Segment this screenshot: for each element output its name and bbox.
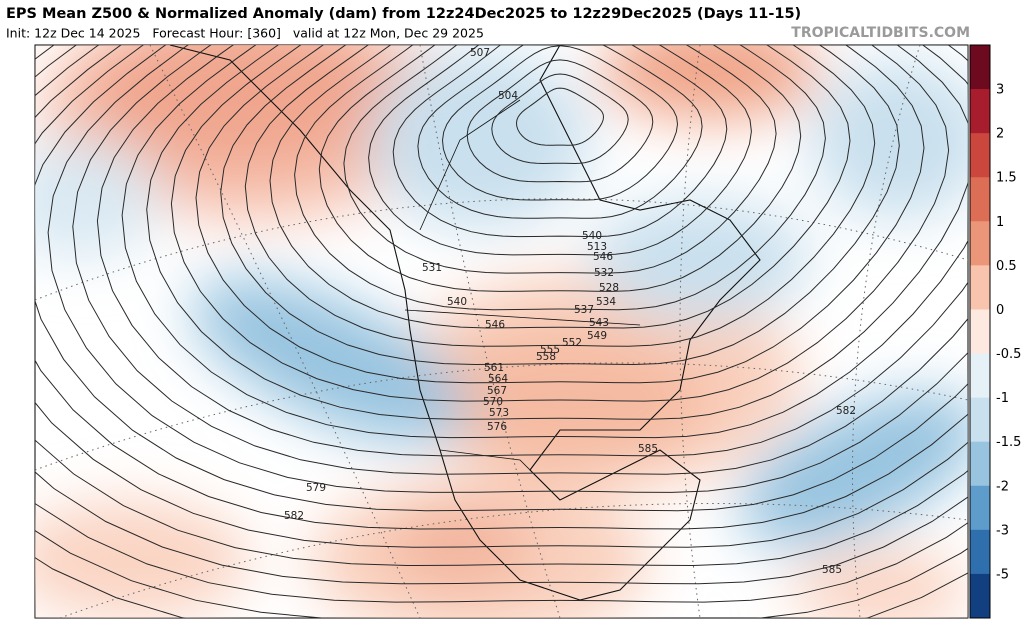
colorbar-segment <box>970 177 990 222</box>
colorbar-segment <box>970 221 990 266</box>
contour-label: 540 <box>582 230 602 242</box>
contour-line <box>269 45 851 329</box>
contour-line <box>368 45 752 256</box>
colorbar-segment <box>970 485 990 531</box>
colorbar-label: 2 <box>996 127 1004 142</box>
colorbar-label: -2 <box>996 479 1009 494</box>
contour-line <box>35 45 968 548</box>
contour-label: 582 <box>836 405 856 417</box>
contour-label: 534 <box>596 296 616 308</box>
contour-label: 540 <box>447 296 467 308</box>
contour-line <box>35 45 968 530</box>
contour-line <box>146 45 968 420</box>
colorbar-segment <box>970 353 990 399</box>
colorbar-label: -1.5 <box>996 435 1021 450</box>
contour-line <box>392 45 728 238</box>
contour-label: 513 <box>587 241 607 253</box>
contour-label: 582 <box>284 510 304 522</box>
contour-label: 552 <box>562 337 582 349</box>
colorbar-label: -3 <box>996 523 1009 538</box>
contour-line <box>466 59 654 183</box>
contour-label: 543 <box>589 317 609 329</box>
colorbar-label: 0 <box>996 303 1004 318</box>
contour-label: 576 <box>487 421 507 433</box>
contour-line <box>96 45 968 457</box>
contour-label: 549 <box>587 330 607 342</box>
colorbar-segment <box>970 529 990 575</box>
contour-label: 579 <box>306 482 326 494</box>
contour-line <box>121 45 968 439</box>
colorbar-segment <box>970 89 990 134</box>
title: EPS Mean Z500 & Normalized Anomaly (dam)… <box>6 6 801 22</box>
contour-line <box>72 45 968 475</box>
colorbar-segment <box>970 397 990 443</box>
contour-line <box>170 45 950 402</box>
colorbar-segment <box>970 265 990 310</box>
contour-line <box>35 45 968 512</box>
borders <box>404 99 641 501</box>
contour-label: 504 <box>498 90 518 102</box>
contour-label: 531 <box>422 262 442 274</box>
colorbar-label: 3 <box>996 83 1004 98</box>
contour-line <box>35 45 968 603</box>
colorbar-segment <box>970 573 990 619</box>
contour-line <box>195 45 925 384</box>
contour-label: 546 <box>485 319 505 331</box>
contour-line <box>35 530 968 618</box>
contour-label: 558 <box>536 351 556 363</box>
contour-line <box>220 45 900 366</box>
contour-label: 546 <box>593 251 613 263</box>
coastline <box>169 45 761 601</box>
colorbar-segment <box>970 133 990 178</box>
contour-line <box>491 73 629 165</box>
contour-label: 555 <box>540 344 560 356</box>
colorbar-label: -0.5 <box>996 347 1021 362</box>
contour-line <box>343 45 777 274</box>
contour-label: 570 <box>483 396 503 408</box>
brand: TROPICALTIDBITS.COM <box>791 25 970 41</box>
colorbar: 3 2 1.5 1 0.5 0 -0.5 -1 -1.5 -2 -3 -5 <box>969 44 1021 619</box>
contour-label: 537 <box>574 304 594 316</box>
contour-label: 507 <box>470 47 490 59</box>
contour-line <box>318 45 802 292</box>
contour-line <box>35 45 968 585</box>
contour-label: 585 <box>638 443 658 455</box>
contour-line <box>244 45 876 347</box>
colorbar-label: 0.5 <box>996 259 1017 274</box>
contour-label: 585 <box>822 564 842 576</box>
colorbar-segment <box>970 309 990 355</box>
subtitle: Init: 12z Dec 14 2025 Forecast Hour: [36… <box>6 26 484 41</box>
contour-line <box>294 45 826 311</box>
colorbar-frame <box>969 44 991 619</box>
colorbar-label: 1 <box>996 215 1004 230</box>
colorbar-label: 1.5 <box>996 171 1017 186</box>
colorbar-label: -1 <box>996 391 1009 406</box>
contour-line <box>47 45 968 493</box>
contour-line <box>417 45 703 219</box>
colorbar-segment <box>970 45 990 90</box>
contour-label: 528 <box>599 282 619 294</box>
contour-label: 564 <box>488 373 508 385</box>
contour-line <box>441 45 679 201</box>
colorbar-segment <box>970 441 990 487</box>
contour-label: 561 <box>484 362 504 374</box>
colorbar-label: -5 <box>996 567 1009 582</box>
contour-line <box>515 87 605 146</box>
contour-label: 567 <box>487 385 507 397</box>
contour-labels: 5075045405135465325285345375435495525555… <box>284 47 856 576</box>
contour-label: 573 <box>489 407 509 419</box>
contour-label: 532 <box>594 267 614 279</box>
contour-line <box>35 45 968 567</box>
